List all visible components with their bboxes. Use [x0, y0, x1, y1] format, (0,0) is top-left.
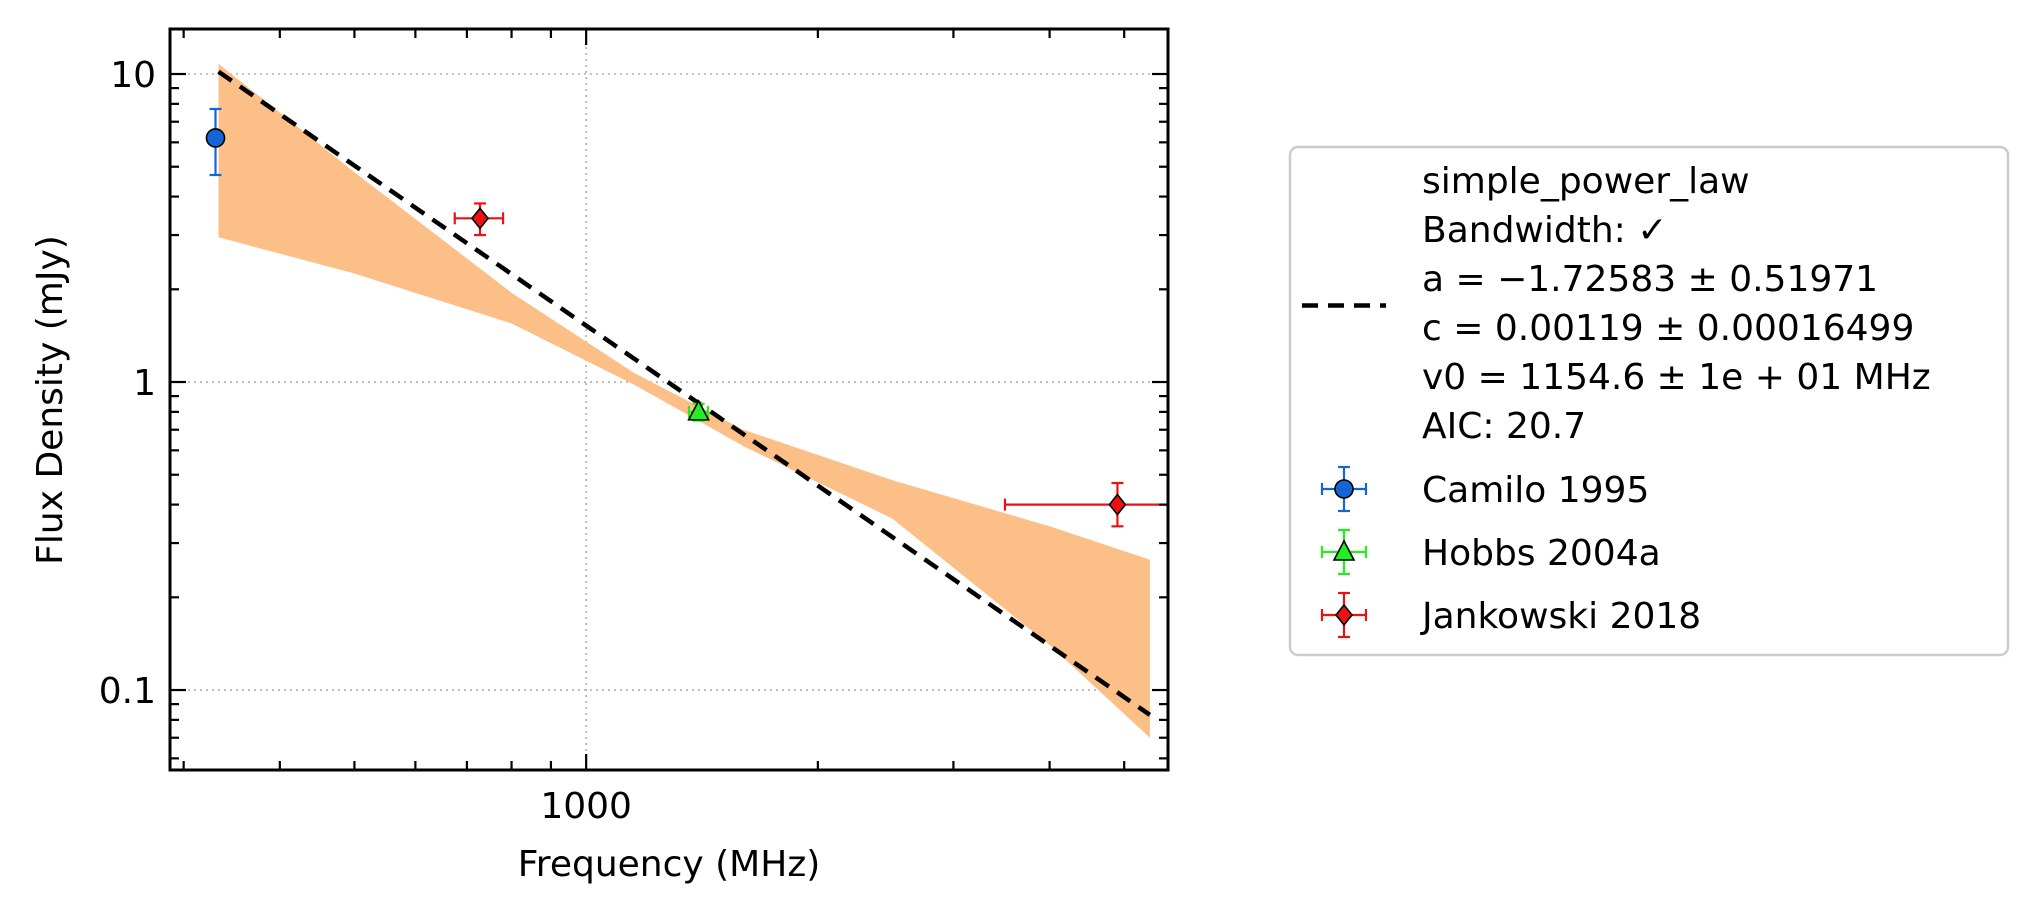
- data-point: [470, 207, 490, 230]
- data-point: [687, 399, 710, 421]
- legend-entry: Jankowski 2018: [1320, 591, 1701, 639]
- legend-label: Jankowski 2018: [1420, 596, 1701, 637]
- confidence-band-layer: [218, 63, 1150, 738]
- legend-box: [1288, 145, 2010, 657]
- series-hobbs-2004a: [687, 399, 710, 422]
- y-tick-label: 10: [110, 55, 156, 96]
- series-jankowski-2018: [453, 202, 1170, 528]
- legend-fit-text: Bandwidth: ✓: [1422, 210, 1667, 251]
- legend-marker: [1334, 479, 1354, 499]
- fit-line: [217, 69, 1152, 717]
- y-tick-label: 0.1: [99, 671, 156, 712]
- fit-line-layer: [217, 69, 1152, 717]
- plot-frame: [168, 27, 1170, 772]
- x-tick-label: 1000: [540, 786, 632, 827]
- legend-fit-text: AIC: 20.7: [1422, 406, 1586, 447]
- data-point: [1108, 493, 1127, 516]
- legend-marker: [1332, 539, 1356, 561]
- legend: simple_power_law Bandwidth: ✓ a = −1.72583…: [1288, 145, 2010, 657]
- legend-fit-entry: simple_power_law Bandwidth: ✓ a = −1.72583…: [1302, 161, 1931, 447]
- legend-fit-text: a = −1.72583 ± 0.51971: [1422, 259, 1878, 300]
- legend-label: Hobbs 2004a: [1422, 533, 1661, 574]
- y-tick-label: 1: [133, 363, 156, 404]
- data-points-layer: [205, 107, 1170, 528]
- data-point: [205, 128, 226, 148]
- legend-entry: Hobbs 2004a: [1320, 528, 1661, 576]
- series-camilo-1995: [205, 107, 226, 177]
- legend-fit-text: v0 = 1154.6 ± 1e + 01 MHz: [1422, 357, 1931, 398]
- fit-confidence-band: [218, 63, 1150, 738]
- y-axis-label: Flux Density (mJy): [30, 235, 71, 565]
- legend-fit-text: c = 0.00119 ± 0.00016499: [1422, 308, 1914, 349]
- axis-ticks: [170, 29, 1168, 770]
- legend-label: Camilo 1995: [1422, 470, 1649, 511]
- legend-entry: Camilo 1995: [1320, 465, 1649, 513]
- tick-labels: 1000 0.1 1 10: [99, 55, 632, 827]
- legend-fit-text: simple_power_law: [1422, 161, 1750, 202]
- x-axis-label: Frequency (MHz): [518, 844, 821, 885]
- legend-marker: [1334, 603, 1354, 627]
- legend-series-entries: Camilo 1995 Hobbs 2004a Jankowski 2018: [1320, 465, 1701, 639]
